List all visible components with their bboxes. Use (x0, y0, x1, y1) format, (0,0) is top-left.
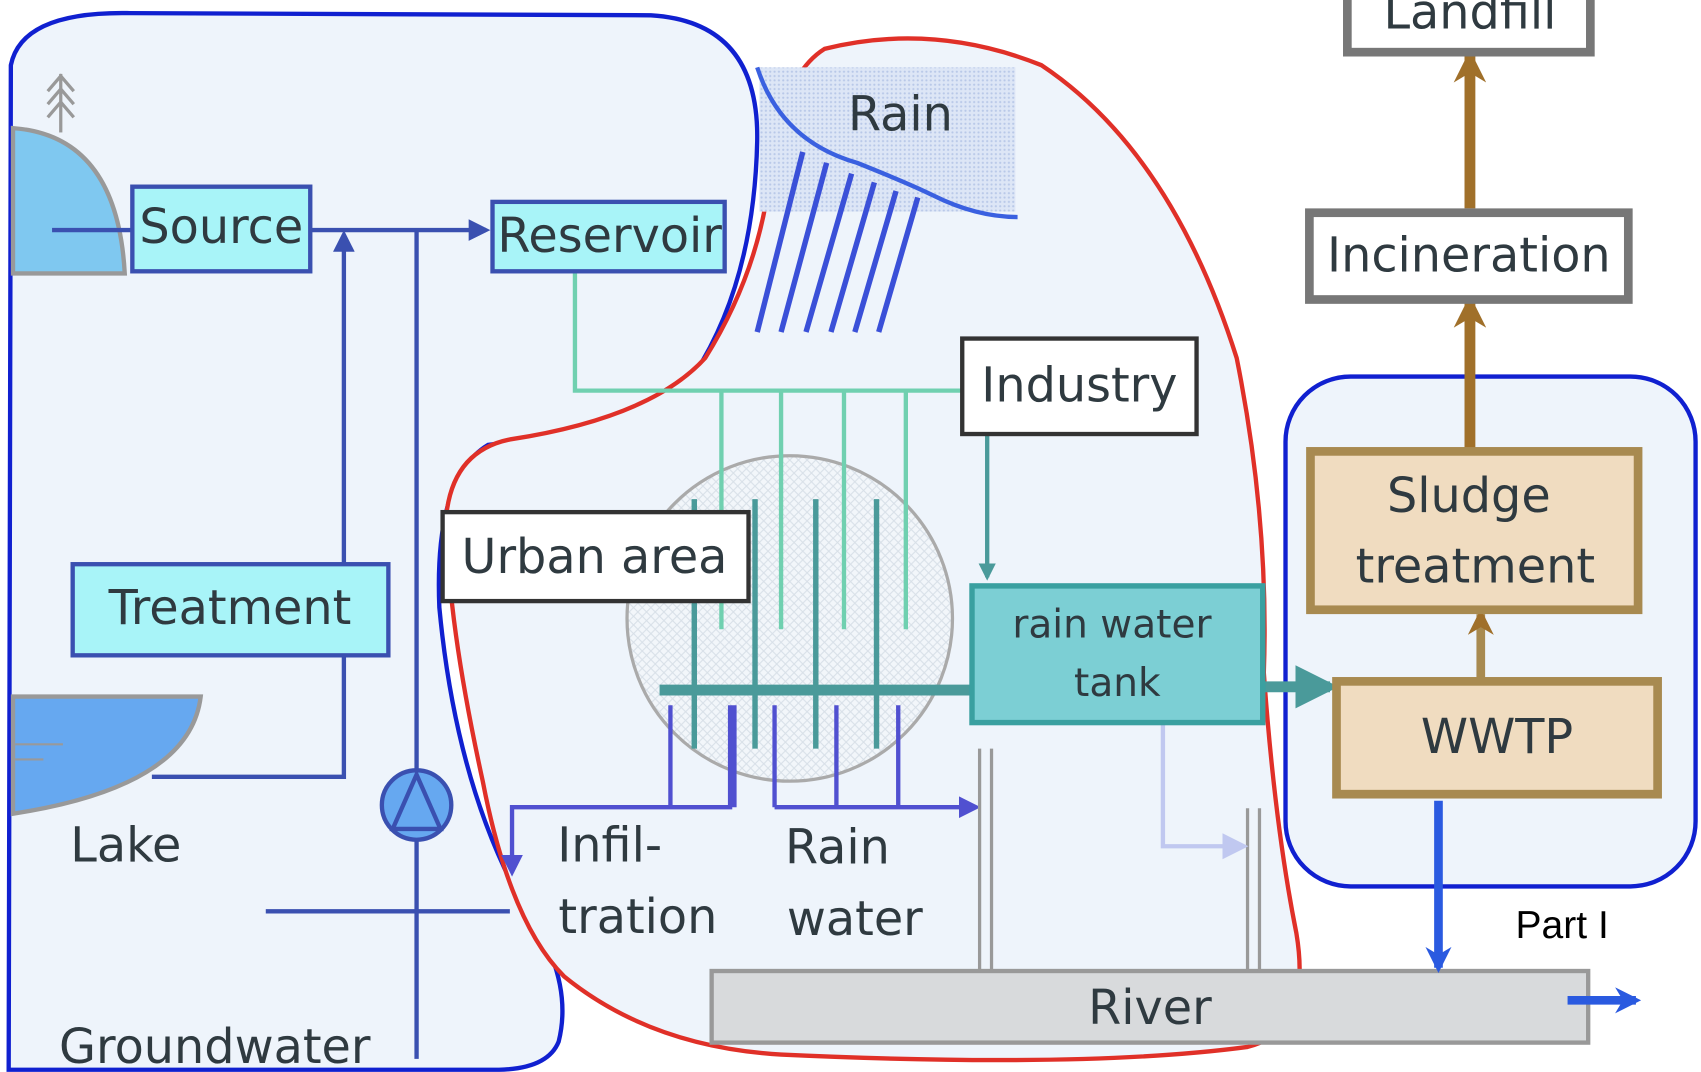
source-label: Source (139, 200, 303, 255)
reservoir-label: Reservoir (497, 209, 722, 264)
wwtp-box (1332, 677, 1662, 799)
rain-lines (754, 151, 921, 333)
pump (379, 768, 454, 842)
river-band (709, 968, 1591, 1045)
rainwater-label: water (787, 892, 923, 947)
landfill-label: Landfill (1383, 0, 1556, 40)
incineration-label: Incineration (1327, 228, 1611, 283)
part-label: Part I (1515, 904, 1608, 947)
lake-ripples (15, 743, 63, 761)
source-box (130, 184, 313, 274)
rain-hatch (759, 67, 1016, 212)
incineration-box (1305, 208, 1633, 304)
infiltration-label: tration (558, 890, 717, 945)
tank-overflow (1160, 724, 1249, 860)
sludge-label: Sludge (1387, 469, 1551, 524)
rainwater-label: Rain (785, 821, 890, 876)
rain-label: Rain (848, 87, 953, 142)
lake-label: Lake (70, 818, 181, 873)
tank-label: tank (1074, 661, 1161, 706)
cloud-edge (755, 66, 1018, 220)
treatment-label: Treatment (108, 581, 352, 636)
urban-box (440, 509, 751, 604)
sludge-label: treatment (1356, 540, 1595, 595)
infiltration-label: Infil- (557, 818, 662, 873)
tank-box (969, 583, 1266, 726)
sludge-box (1306, 447, 1643, 615)
stormwater-pipes (501, 705, 981, 877)
reservoir-box (490, 199, 727, 274)
river-label: River (1088, 981, 1212, 1036)
landfill-box (1343, 0, 1595, 57)
tree-icon (46, 73, 76, 133)
wwtp-label: WWTP (1421, 710, 1573, 765)
groundwater-label: Groundwater (59, 1020, 371, 1072)
supply-pipes (52, 219, 510, 1059)
industry-label: Industry (981, 358, 1177, 413)
treatment-box (70, 562, 391, 658)
tank-label: rain water (1012, 603, 1212, 648)
industry-box (960, 336, 1199, 437)
hill (10, 125, 128, 276)
urban-label: Urban area (462, 530, 728, 585)
sewer-pipes (659, 434, 1339, 749)
lake-shape (10, 694, 204, 817)
